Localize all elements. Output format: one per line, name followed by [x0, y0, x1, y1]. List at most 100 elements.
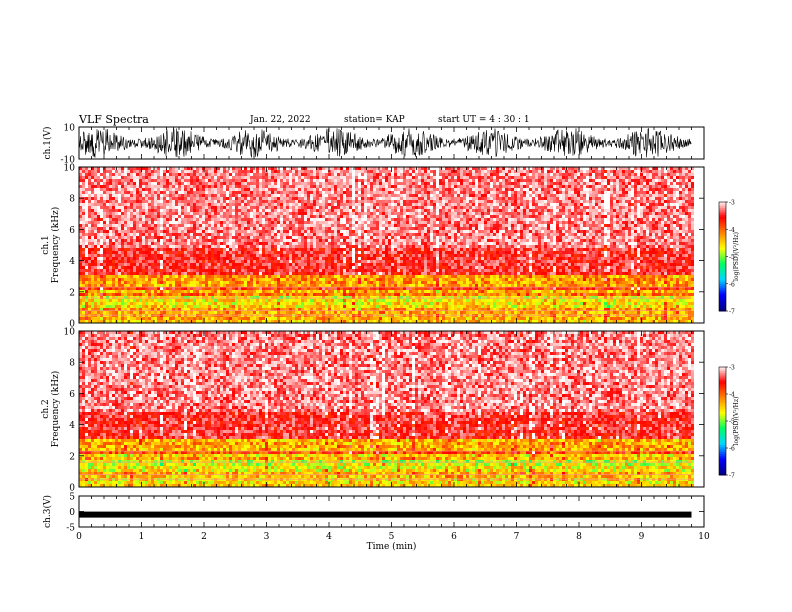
ch1-spectrogram-cell: [289, 263, 292, 266]
ch1-spectrogram-cell: [340, 185, 343, 188]
ch1-spectrogram-cell: [325, 302, 328, 305]
ch1-spectrogram-cell: [298, 194, 301, 197]
ch1-spectrogram-cell: [160, 200, 163, 203]
ch1-spectrogram-cell: [151, 296, 154, 299]
ch1-spectrogram-cell: [100, 230, 103, 233]
ch1-spectrogram-cell: [142, 263, 145, 266]
ch1-spectrogram-cell: [109, 182, 112, 185]
ch1-spectrogram-cell: [262, 248, 265, 251]
ch1-spectrogram-cell: [286, 248, 289, 251]
ch1-spectrogram-cell: [322, 236, 325, 239]
ch1-spectrogram-cell: [256, 308, 259, 311]
ch1-spectrogram-cell: [346, 308, 349, 311]
ch1-spectrogram-cell: [259, 308, 262, 311]
ch1-spectrogram-cell: [355, 305, 358, 308]
ch1-spectrogram-cell: [133, 281, 136, 284]
ch1-spectrogram-cell: [355, 188, 358, 191]
ch1-spectrogram-cell: [97, 167, 100, 170]
ch1-spectrogram-cell: [130, 218, 133, 221]
ch1-spectrogram-cell: [292, 275, 295, 278]
ch1-spectrogram-cell: [154, 281, 157, 284]
ch1-spectrogram-cell: [115, 200, 118, 203]
ch1-spectrogram-cell: [214, 218, 217, 221]
ch1-spectrogram-cell: [226, 248, 229, 251]
ch1-spectrogram-cell: [127, 179, 130, 182]
ch1-spectrogram-cell: [133, 296, 136, 299]
ch1-spectrogram-cell: [355, 266, 358, 269]
ch1-spectrogram-cell: [241, 260, 244, 263]
ch1-spectrogram-cell: [205, 206, 208, 209]
ch1-spectrogram-cell: [259, 233, 262, 236]
ch1-spectrogram-cell: [133, 320, 136, 323]
ch1-spectrogram-cell: [103, 281, 106, 284]
ch1-spectrogram-cell: [160, 173, 163, 176]
ch1-spectrogram-cell: [214, 167, 217, 170]
ch1-spectrogram-cell: [325, 191, 328, 194]
ch1-spectrogram-cell: [160, 224, 163, 227]
ch1-spectrogram-cell: [286, 239, 289, 242]
ch1-spectrogram-cell: [304, 293, 307, 296]
ch1-spectrogram-cell: [259, 245, 262, 248]
ch1-spectrogram-cell: [172, 176, 175, 179]
ch1-spectrogram-cell: [187, 281, 190, 284]
ch1-spectrogram-cell: [124, 251, 127, 254]
ch1-spectrogram-cell: [340, 290, 343, 293]
ch1-spectrogram-cell: [148, 167, 151, 170]
ch1-spectrogram-cell: [352, 221, 355, 224]
ch1-spectrogram-cell: [79, 281, 82, 284]
ch1-spectrogram-cell: [307, 212, 310, 215]
ch1-spectrogram-cell: [256, 194, 259, 197]
ch1-spectrogram-cell: [235, 245, 238, 248]
ch1-spectrogram-cell: [130, 269, 133, 272]
ch1-spectrogram-cell: [244, 317, 247, 320]
ch1-spectrogram-cell: [229, 173, 232, 176]
ch1-spectrogram-cell: [79, 296, 82, 299]
ch1-spectrogram-cell: [274, 179, 277, 182]
ch1-spectrogram-cell: [193, 224, 196, 227]
ch1-spectrogram-cell: [151, 173, 154, 176]
ch1-spectrogram-cell: [133, 245, 136, 248]
ch1-spectrogram-cell: [316, 242, 319, 245]
ch1-spectrogram-cell: [343, 284, 346, 287]
ch1-spectrogram-cell: [208, 212, 211, 215]
ch1-spectrogram-cell: [232, 278, 235, 281]
ch1-spectrogram-cell: [220, 302, 223, 305]
ch1-spectrogram-cell: [355, 236, 358, 239]
ch1-spectrogram-cell: [136, 251, 139, 254]
ch1-spectrogram-cell: [181, 287, 184, 290]
ch1-spectrogram-cell: [253, 185, 256, 188]
ch1-spectrogram-cell: [316, 209, 319, 212]
ch1-spectrogram-cell: [175, 299, 178, 302]
ch1-spectrogram-cell: [271, 188, 274, 191]
ch1-spectrogram-cell: [295, 191, 298, 194]
ch1-spectrogram-cell: [226, 206, 229, 209]
ch1-spectrogram-cell: [133, 185, 136, 188]
ch1-spectrogram-cell: [346, 248, 349, 251]
ch1-spectrogram-cell: [295, 224, 298, 227]
ch1-spectrogram-cell: [283, 308, 286, 311]
ch1-spectrogram-cell: [82, 245, 85, 248]
ch1-spectrogram-cell: [265, 176, 268, 179]
ch1-spectrogram-cell: [355, 212, 358, 215]
ch1-spectrogram-cell: [118, 218, 121, 221]
ch1-waveform-line: [78, 127, 692, 158]
ch1-spectrogram-cell: [133, 254, 136, 257]
ch1-spectrogram-cell: [133, 227, 136, 230]
ch1-spectrogram-cell: [259, 167, 262, 170]
ch1-spectrogram-cell: [280, 263, 283, 266]
ch1-spectrogram-cell: [199, 197, 202, 200]
ch1-spectrogram-cell: [100, 173, 103, 176]
ch1-spectrogram-cell: [340, 179, 343, 182]
ch1-spectrogram-cell: [271, 230, 274, 233]
ch1-spectrogram-cell: [352, 194, 355, 197]
ch1-spectrogram-cell: [310, 299, 313, 302]
ch1-spectrogram-cell: [106, 266, 109, 269]
ch1-spectrogram-cell: [154, 293, 157, 296]
ch1-spectrogram-cell: [280, 272, 283, 275]
ch1-spectrogram-cell: [187, 251, 190, 254]
ch1-spectrogram-cell: [262, 272, 265, 275]
ch1-spectrogram-cell: [298, 224, 301, 227]
ch1-spectrogram-cell: [340, 227, 343, 230]
ch1-spectrogram-cell: [289, 251, 292, 254]
ch1-spectrogram-cell: [157, 185, 160, 188]
